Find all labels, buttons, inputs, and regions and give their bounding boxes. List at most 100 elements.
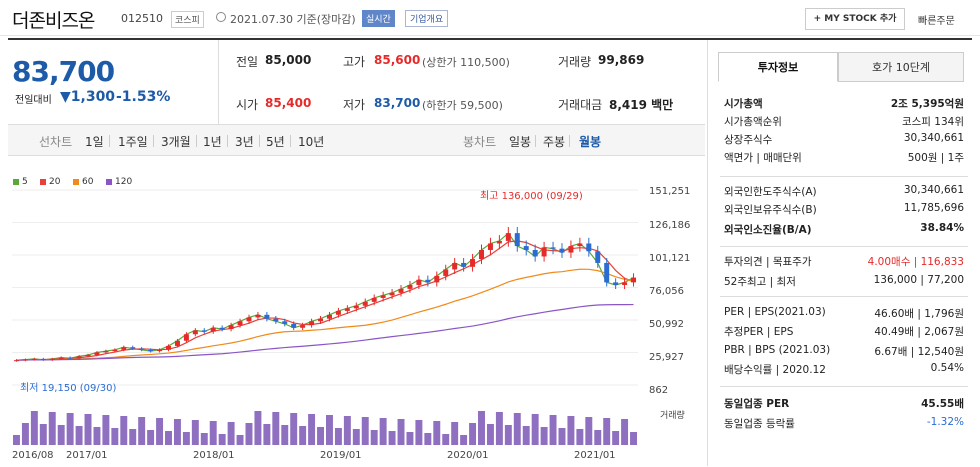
info-key: 외국인한도주식수(A) [724,186,817,198]
line-chart-label[interactable]: 선차트 [39,135,73,149]
info-value: -1.32% [926,416,964,428]
volume-bar [406,432,414,445]
volume-bar [540,427,548,445]
high-annotation: 최고 136,000 (09/29) [480,191,583,202]
volume-bar [147,430,155,445]
x-tick: 2020/01 [447,450,489,461]
amount-label: 거래대금 [558,98,603,112]
tab-5y[interactable]: 5년 [266,135,285,149]
candle [103,351,109,353]
tab-daily[interactable]: 일봉 [509,135,532,149]
info-row: PBR | BPS (2021.03) 6.67배 | 12,540원 [724,344,964,358]
candle [443,269,449,276]
candle [487,243,493,250]
candle [631,277,637,283]
volume-bar [173,419,181,445]
info-value: 코스피 134위 [901,116,964,128]
volume-bar [120,416,128,445]
y-tick: 101,121 [649,253,691,264]
tab-investment-info[interactable]: 투자정보 [718,52,838,82]
volume-bar [495,412,503,445]
volume-bar [513,413,521,445]
candle [112,349,118,352]
volume-bar [558,428,566,445]
tab-1w[interactable]: 1주일 [118,135,148,149]
volume-bar [263,424,271,445]
volume-bar [13,435,20,445]
candle [568,246,574,253]
info-key: 외국인보유주식수(B) [724,204,817,216]
volume-bar [165,431,172,445]
volume-bar [621,419,629,445]
info-divider [720,176,968,177]
volume-bar [469,423,477,445]
info-key: 상장주식수 [724,134,773,146]
candle [389,292,395,296]
candle [291,323,297,328]
info-row: 외국인보유주식수(B) 11,785,696 [724,202,964,217]
volume-bar [30,411,38,445]
candle [335,310,341,315]
candle [604,262,610,283]
candle [514,233,520,247]
info-row: 배당수익률 | 2020.12 0.54% [724,362,964,377]
candle [470,259,476,267]
candle [398,288,404,293]
low-annotation: 최저 19,150 (09/30) [20,383,117,394]
change-label: 전일대비 [15,95,52,106]
info-key: 추정PER | EPS [724,326,794,338]
candle [264,314,270,319]
info-key: 투자의견 | 목표주가 [724,256,812,268]
volume-bar [66,413,74,445]
candle [461,262,467,267]
candle [201,330,207,332]
info-key: 외국인소진율(B/A) [724,224,812,236]
low-label: 저가 [343,98,366,112]
info-row: 외국인한도주식수(A) 30,340,661 [724,184,964,199]
info-row: 동일업종 PER 45.55배 [724,396,964,411]
tab-3m[interactable]: 3개월 [161,135,191,149]
volume-bar [227,422,235,445]
clock-icon [216,12,226,22]
info-value: 30,340,661 [903,184,964,196]
info-value: 0.54% [930,362,964,374]
my-stock-add-button[interactable]: + MY STOCK 추가 [805,8,905,30]
volume-label: 거래량 [558,55,592,69]
candle [586,243,592,252]
y-tick: 25,927 [649,352,684,363]
volume-bar [433,421,441,445]
candle [139,348,145,350]
volume-bar [39,424,47,445]
x-tick: 2016/08 [12,450,54,461]
company-overview-dropdown[interactable]: 기업개요 [405,10,449,27]
volume-bar [75,426,83,445]
tab-1d[interactable]: 1일 [85,135,104,149]
header-divider [8,38,972,40]
volume-bar [585,417,593,445]
volume-bar [522,426,530,445]
stock-code: 012510 [121,12,163,25]
tab-weekly[interactable]: 주봉 [543,135,566,149]
volume-bar [299,426,307,445]
tab-order-book[interactable]: 호가 10단계 [838,52,964,82]
volume-bar [281,425,289,445]
market-badge: 코스피 [171,11,204,28]
tab-10y[interactable]: 10년 [298,135,325,149]
base-date: 2021.07.30 기준(장마감) [230,13,356,26]
current-price: 83,700 [12,55,115,88]
volume-bar [245,423,253,445]
candle [318,318,324,322]
realtime-badge[interactable]: 실시간 [362,10,395,27]
candle-chart-label[interactable]: 봉차트 [463,135,497,149]
info-value: 11,785,696 [903,202,964,214]
info-row: 동일업종 등락률 -1.32% [724,416,964,431]
candle [505,233,511,241]
tab-1y[interactable]: 1년 [203,135,222,149]
tab-monthly[interactable]: 월봉 [579,135,602,149]
y-tick: 151,251 [649,186,691,197]
candle [595,251,601,263]
volume-bar [531,414,539,445]
tab-3y[interactable]: 3년 [235,135,254,149]
quick-order-link[interactable]: 빠른주문 [918,16,955,27]
y-tick: 126,186 [649,220,691,231]
